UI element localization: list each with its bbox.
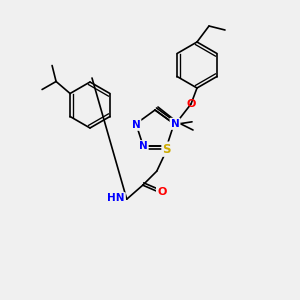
Text: O: O — [157, 187, 167, 197]
Text: N: N — [132, 120, 140, 130]
Text: N: N — [139, 141, 148, 151]
Text: S: S — [163, 143, 171, 156]
Text: N: N — [171, 119, 179, 129]
Text: HN: HN — [107, 193, 125, 203]
Text: O: O — [186, 99, 196, 109]
